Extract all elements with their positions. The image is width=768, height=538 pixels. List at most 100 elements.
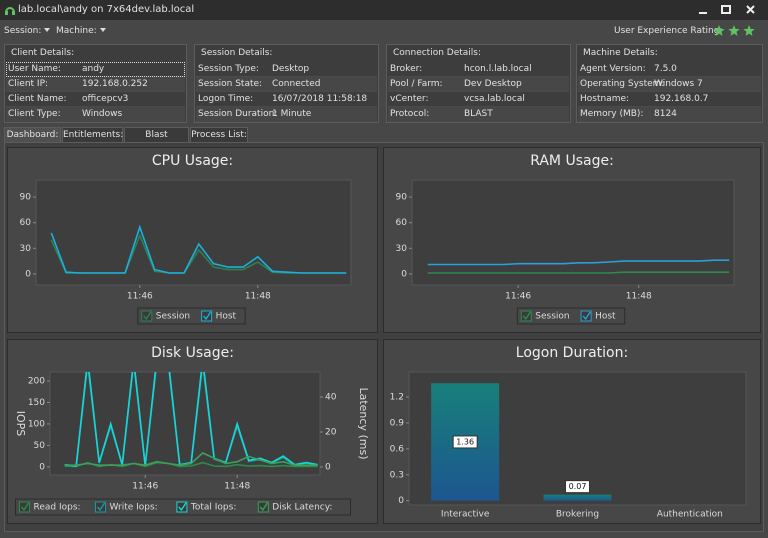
tab[interactable]: Blast Protocol: — [124, 127, 189, 155]
y-tick-label: 0 — [25, 269, 31, 279]
y-tick-label: 90 — [396, 193, 408, 203]
detail-label: Session State: — [198, 79, 263, 89]
details-row: Client Name: officepcv3 — [6, 92, 185, 107]
details-row: Agent Version: 7.5.0 — [578, 62, 761, 77]
detail-label: Session Type: — [198, 64, 259, 74]
y-tick-label: 1.2 — [390, 393, 404, 403]
details-row: Pool / Farm: Dev Desktop — [388, 77, 569, 92]
legend-box — [137, 307, 246, 325]
details-row: Memory (MB): 8124 — [578, 107, 761, 122]
y-tick-label: 0.3 — [390, 470, 404, 480]
y-tick-label: 200 — [28, 377, 45, 387]
legend-check — [522, 311, 531, 321]
detail-label: Client Name: — [8, 94, 67, 104]
y-tick-label: 0 — [39, 462, 45, 472]
legend-checkbox[interactable] — [201, 310, 213, 322]
detail-value: Connected — [272, 79, 321, 89]
legend-check — [20, 502, 30, 512]
x-tick-label: Authentication — [657, 510, 723, 520]
detail-label: Operating System: — [580, 79, 665, 89]
rating-star — [713, 25, 725, 36]
legend-check — [143, 311, 152, 321]
detail-label: Client IP: — [8, 79, 49, 89]
y2-axis-label: Latency (ms) — [357, 387, 370, 459]
detail-label: Protocol: — [390, 109, 430, 119]
chart-title: CPU Usage: — [152, 153, 233, 169]
details-row: Session Type: Desktop — [196, 62, 377, 77]
y-axis-label: IOPS — [14, 411, 27, 437]
legend-label: Disk Latency: — [272, 503, 332, 513]
series-line — [50, 224, 347, 274]
legend-checkbox[interactable] — [257, 501, 269, 513]
x-tick-label: 11:46 — [505, 292, 531, 302]
tab[interactable]: Entitlements: — [62, 127, 123, 143]
legend-checkbox[interactable] — [580, 310, 592, 322]
detail-value: Windows 7 — [654, 79, 703, 89]
details-box: Session Details: Session Type: Desktop Sess… — [194, 44, 379, 123]
plot-area — [35, 179, 352, 286]
detail-value: officepcv3 — [82, 94, 129, 104]
legend-checkbox[interactable] — [176, 501, 188, 513]
y2-tick-label: 40 — [325, 393, 337, 403]
tab[interactable]: Process List: — [190, 127, 248, 143]
details-row: Logon Time: 16/07/2018 11:58:18 — [196, 92, 377, 107]
legend-label: Session — [535, 312, 569, 322]
detail-value: hcon.l.lab.local — [464, 64, 532, 74]
x-tick-label: 11:48 — [224, 482, 250, 492]
legend-check — [582, 311, 591, 321]
x-tick-label: Interactive — [441, 510, 490, 520]
details-row: Session State: Connected — [196, 77, 377, 92]
value-label: 1.36 — [456, 437, 474, 446]
details-box: Connection Details: Broker: hcon.l.lab.loc… — [386, 44, 571, 123]
legend-checkbox[interactable] — [95, 501, 106, 513]
detail-label: Agent Version: — [580, 64, 646, 74]
value-label-box — [565, 480, 590, 494]
legend-checkbox[interactable] — [520, 310, 532, 322]
detail-value: Dev Desktop — [464, 79, 522, 89]
legend-check — [259, 502, 268, 512]
detail-value: Windows — [82, 109, 123, 119]
window-title: lab.local\andy on 7x64dev.lab.local — [18, 4, 195, 15]
detail-label: Memory (MB): — [580, 109, 644, 119]
detail-label: vCenter: — [390, 94, 429, 104]
menu-item[interactable]: Session: — [4, 26, 51, 36]
chart-title: Logon Duration: — [516, 345, 628, 361]
value-label: 0.07 — [569, 482, 587, 491]
detail-value: 1 Minute — [272, 109, 312, 119]
y-tick-label: 90 — [20, 193, 32, 203]
legend-checkbox[interactable] — [141, 310, 153, 322]
arrow — [44, 28, 51, 32]
detail-value: 7.5.0 — [654, 64, 677, 74]
legend-check — [96, 502, 106, 512]
y2-tick-label: 20 — [325, 427, 337, 437]
detail-label: Client Type: — [8, 109, 61, 119]
tab[interactable]: Dashboard: — [4, 127, 61, 143]
series-line — [427, 259, 730, 266]
details-title: Connection Details: — [393, 48, 482, 58]
detail-value: andy — [82, 64, 105, 74]
details-row: Protocol: BLAST — [388, 107, 569, 122]
details-title: Client Details: — [11, 48, 75, 58]
x-tick-label: 11:46 — [132, 482, 158, 492]
menu-item[interactable]: Machine: — [56, 26, 107, 36]
detail-label: Session Duration: — [198, 109, 278, 119]
y-tick-label: 50 — [34, 441, 46, 451]
y-tick-label: 60 — [396, 218, 408, 228]
details-row: Broker: hcon.l.lab.local — [388, 62, 569, 77]
rating-star — [743, 25, 755, 36]
legend-checkbox[interactable] — [19, 501, 30, 513]
detail-value: 192.168.0.7 — [654, 94, 709, 104]
rating-star — [728, 25, 740, 36]
chart-title: RAM Usage: — [530, 153, 614, 169]
window-buttons[interactable] — [690, 3, 764, 17]
detail-value: 192.168.0.252 — [82, 79, 148, 89]
legend-box — [15, 498, 351, 516]
details-box: Client Details: User Name: andy Client IP: 1… — [4, 44, 187, 123]
y-tick-label: 0.9 — [390, 418, 405, 428]
dropdown-arrow — [44, 28, 51, 32]
x-tick-label: 11:48 — [626, 292, 652, 302]
legend-label: Write Iops: — [110, 503, 158, 513]
detail-value: Desktop — [272, 64, 310, 74]
legend-box — [516, 307, 626, 325]
